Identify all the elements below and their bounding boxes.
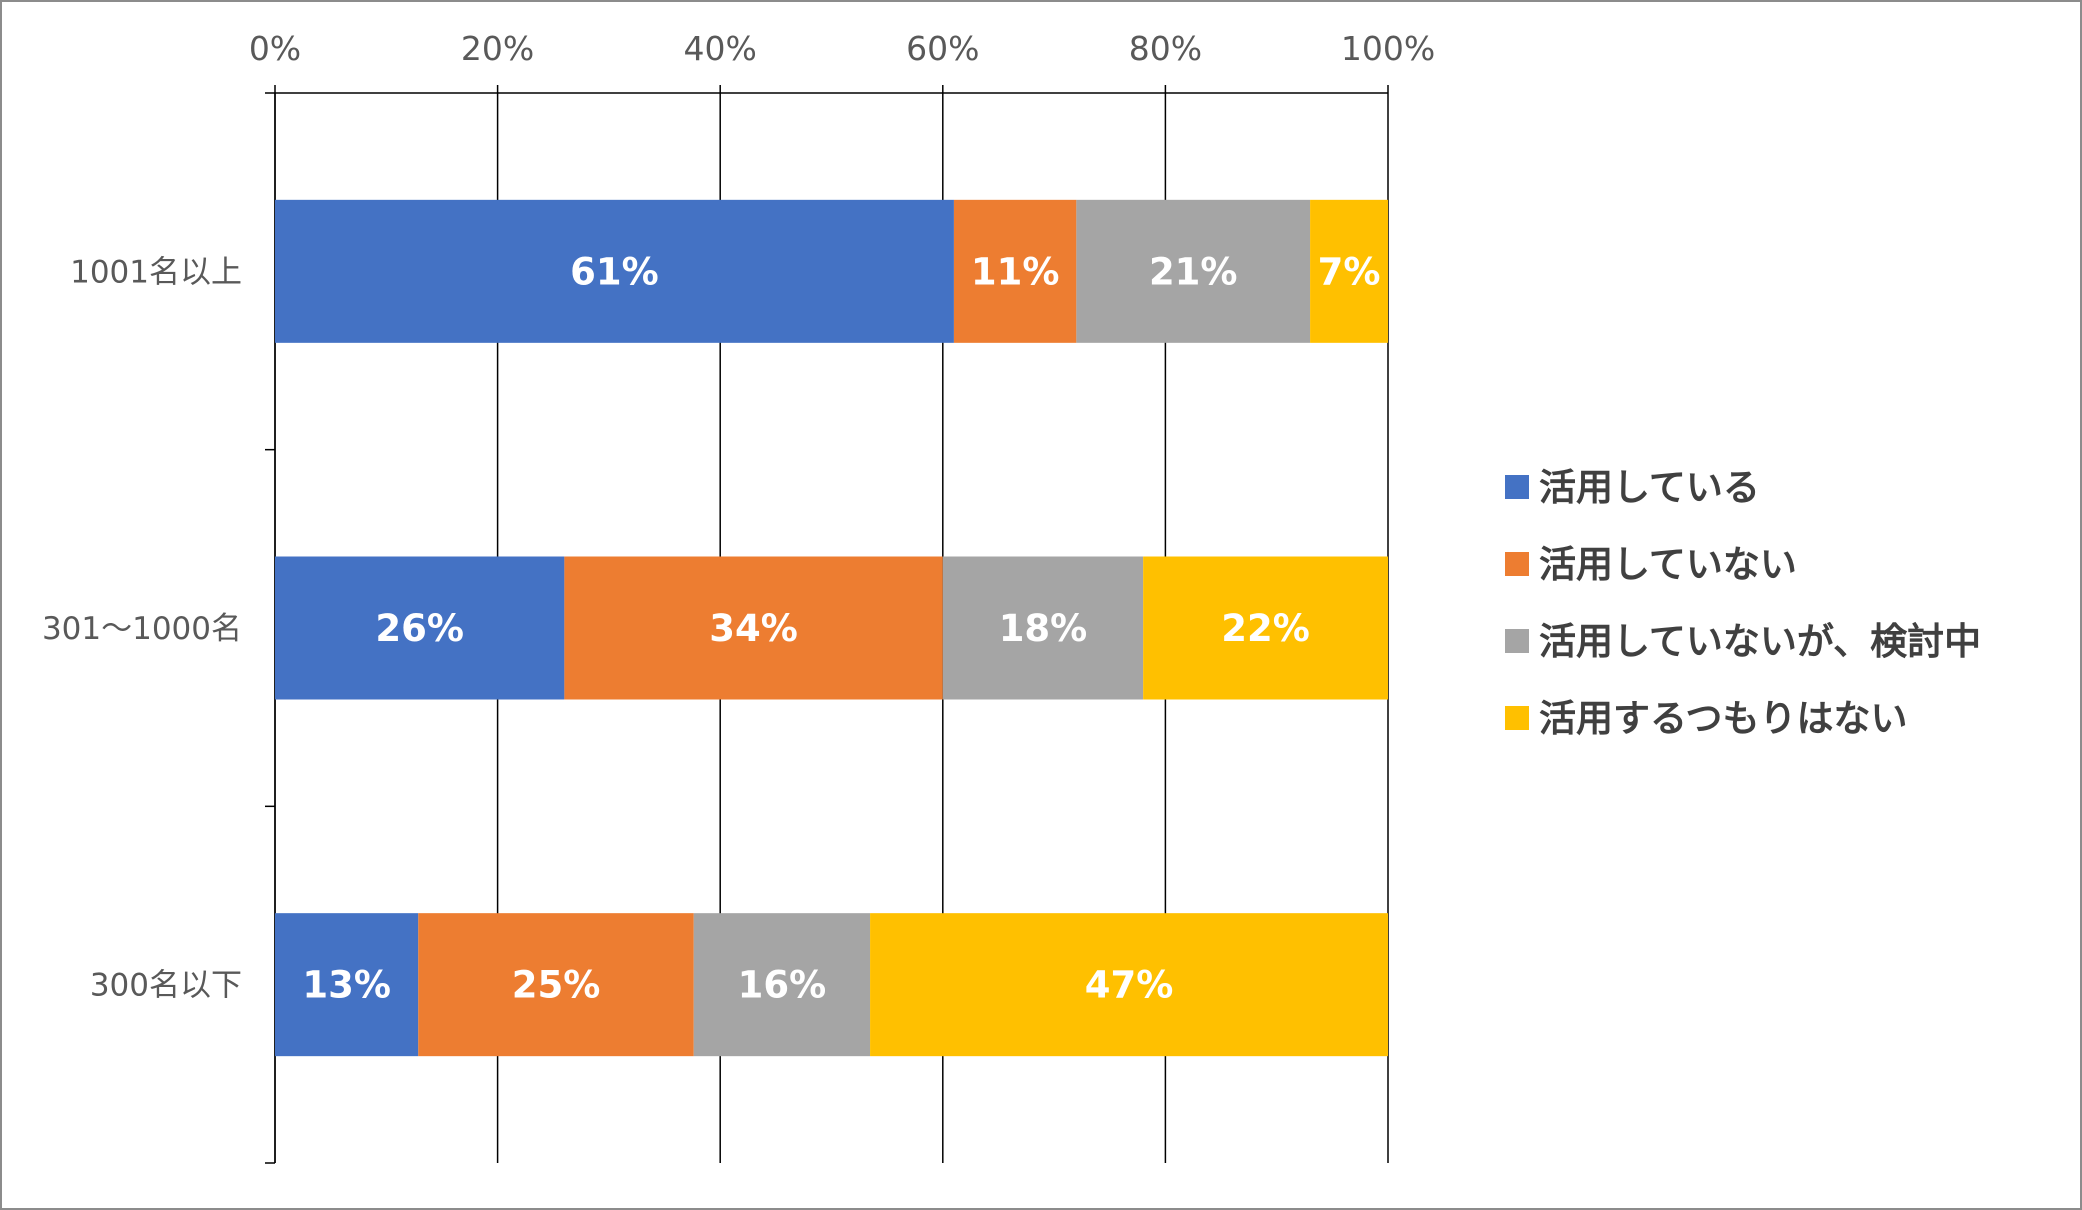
bar-segment	[275, 199, 954, 343]
x-tick-label: 100%	[1341, 29, 1435, 68]
x-tick-label: 0%	[249, 29, 301, 68]
data-label: 18%	[999, 607, 1088, 650]
legend-swatch	[1505, 552, 1529, 576]
data-label: 11%	[971, 250, 1060, 293]
data-label: 7%	[1318, 250, 1381, 293]
bar-segment	[275, 556, 565, 700]
bar-segment	[1076, 199, 1311, 343]
data-label: 13%	[302, 964, 391, 1007]
bar-segment	[275, 913, 419, 1057]
bar-segment	[418, 913, 694, 1057]
x-tick-label: 80%	[1129, 29, 1202, 68]
data-label: 16%	[738, 964, 827, 1007]
x-tick-label: 20%	[461, 29, 534, 68]
data-label: 61%	[570, 250, 659, 293]
legend-swatch	[1505, 706, 1529, 730]
legend-label: 活用していない	[1539, 543, 1797, 586]
data-label: 47%	[1085, 964, 1174, 1007]
data-label: 25%	[512, 964, 601, 1007]
category-label: 301～1000名	[42, 611, 242, 647]
bar-segment	[693, 913, 871, 1057]
bar-segment	[953, 199, 1077, 343]
bar-segment	[942, 556, 1144, 700]
category-label: 1001名以上	[70, 254, 242, 290]
x-tick-label: 60%	[906, 29, 979, 68]
legend-swatch	[1505, 629, 1529, 653]
data-label: 34%	[709, 607, 798, 650]
bar-segment	[1310, 199, 1388, 343]
data-label: 22%	[1221, 607, 1310, 650]
legend-label: 活用するつもりはない	[1539, 697, 1908, 740]
legend-label: 活用している	[1539, 466, 1760, 509]
data-label: 21%	[1149, 250, 1238, 293]
data-label: 26%	[375, 607, 464, 650]
category-label: 300名以下	[90, 968, 242, 1004]
bar-segment	[564, 556, 943, 700]
bar-segment	[870, 913, 1388, 1057]
legend-label: 活用していないが、検討中	[1539, 620, 1981, 663]
x-tick-label: 40%	[684, 29, 757, 68]
legend-swatch	[1505, 475, 1529, 499]
bar-segment	[1143, 556, 1388, 700]
